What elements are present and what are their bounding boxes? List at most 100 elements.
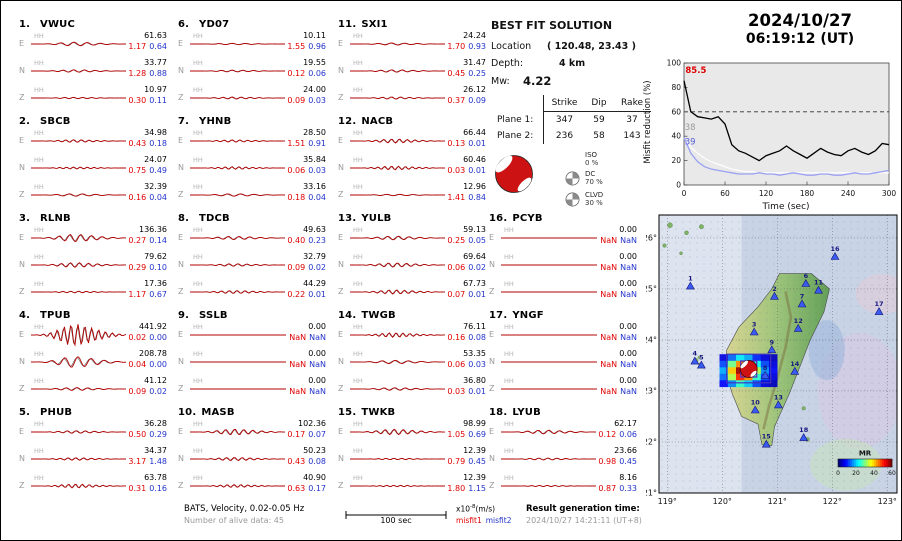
misfit-values: NaN NaN [600, 387, 637, 396]
svg-text:0: 0 [836, 470, 840, 477]
misfit-values: 1.05 0.69 [447, 430, 486, 439]
channel-row-PCYB-N: N HH 0.00 NaN NaN [489, 252, 639, 278]
svg-text:20: 20 [852, 470, 860, 477]
amplitude-value: 17.36 [144, 279, 167, 288]
scalebar-label: 100 sec [380, 516, 412, 525]
svg-text:100: 100 [667, 59, 682, 68]
waveform-trace [190, 289, 286, 294]
misfit-values: 3.17 1.48 [128, 457, 167, 466]
channel-row-NACB-E: E HH 66.44 0.13 0.01 [338, 128, 488, 154]
misfit-values: 0.03 0.01 [447, 166, 486, 175]
station-block-SBCB: 2. SBCB E HH 34.98 0.43 0.18 N HH 24.07 0.… [19, 116, 169, 210]
best-fit-panel: BEST FIT SOLUTION Location ( 120.48, 23.… [491, 17, 663, 222]
waveform-trace [190, 69, 285, 73]
component-label: Z [489, 481, 495, 490]
station-title: 8. TDCB [178, 213, 230, 224]
amplitude-value: 69.64 [463, 252, 486, 261]
dc-label: DC [585, 170, 596, 178]
amplitude-value: 0.00 [308, 322, 326, 331]
plane2-label: Plane 2: [497, 131, 534, 141]
svg-text:120: 120 [759, 189, 774, 198]
depth-label: Depth: [491, 58, 524, 69]
event-datetime: 2024/10/27 06:19:12 (UT) [701, 11, 899, 47]
misfit-values: 0.50 0.29 [128, 430, 167, 439]
component-label: E [178, 39, 184, 48]
location-value: ( 120.48, 23.43 ) [547, 41, 636, 52]
svg-text:1: 1 [688, 275, 693, 283]
misfit-values: 1.70 0.93 [447, 42, 486, 51]
channel-code: HH [504, 420, 514, 428]
svg-text:25°: 25° [646, 284, 657, 293]
channel-row-LYUB-E: E HH 62.17 0.12 0.06 [489, 419, 639, 445]
channel-code: HH [353, 474, 363, 482]
component-label: N [178, 357, 184, 366]
misfit-values: 1.17 0.67 [128, 290, 167, 299]
channel-code: HH [353, 183, 363, 191]
amplitude-value: 44.29 [303, 279, 326, 288]
channel-row-SBCB-Z: Z HH 32.39 0.16 0.04 [19, 182, 169, 208]
station-block-TWGB: 14. TWGB E HH 76.11 0.16 0.08 N HH 53.35 0… [338, 310, 488, 404]
misfit-values: 0.22 0.01 [287, 290, 326, 299]
misfit-values: 0.37 0.09 [447, 96, 486, 105]
amplitude-value: 66.44 [463, 128, 486, 137]
channel-row-RLNB-Z: Z HH 17.36 1.17 0.67 [19, 279, 169, 305]
channel-row-SSLB-N: N HH 0.00 NaN NaN [178, 349, 328, 375]
amplitude-value: 63.78 [144, 473, 167, 482]
svg-text:123°: 123° [878, 497, 897, 506]
amplitude-value: 12.39 [463, 446, 486, 455]
station-title: 7. YHNB [178, 116, 232, 127]
svg-text:0: 0 [682, 189, 687, 198]
waveform-trace [350, 42, 445, 46]
station-block-PHUB: 5. PHUB E HH 36.28 0.50 0.29 N HH 34.37 3.… [19, 407, 169, 501]
station-marker-3 [749, 327, 759, 336]
svg-text:6: 6 [804, 272, 809, 280]
amplitude-value: 19.55 [303, 58, 326, 67]
misfit-values: 1.80 1.15 [447, 484, 486, 493]
station-marker-6 [801, 278, 811, 287]
misfit-values: 0.79 0.45 [447, 457, 486, 466]
channel-code: HH [353, 59, 363, 67]
component-label: N [178, 260, 184, 269]
channel-code: HH [34, 32, 44, 40]
waveform-trace [350, 332, 446, 338]
component-label: Z [19, 190, 25, 199]
dc-beachball-icon [565, 171, 580, 185]
component-label: Z [338, 384, 344, 393]
waveform-trace [350, 96, 445, 100]
component-label: N [19, 66, 25, 75]
channel-row-TDCB-N: N HH 32.79 0.09 0.02 [178, 252, 328, 278]
waveform-trace [350, 484, 445, 488]
channel-code: HH [193, 86, 203, 94]
component-label: N [178, 454, 184, 463]
channel-code: HH [504, 323, 514, 331]
waveform-trace [190, 193, 285, 197]
station-title: 9. SSLB [178, 310, 228, 321]
misfit-values: 0.06 0.03 [447, 360, 486, 369]
channel-row-VWUC-E: E HH 61.63 1.17 0.64 [19, 31, 169, 57]
channel-code: HH [504, 474, 514, 482]
amplitude-value: 12.39 [463, 473, 486, 482]
station-title: 3. RLNB [19, 213, 71, 224]
waveform-trace [31, 193, 126, 197]
station-title: 4. TPUB [19, 310, 71, 321]
svg-text:39: 39 [685, 138, 696, 148]
component-label: Z [489, 287, 495, 296]
component-label: E [338, 427, 344, 436]
channel-code: HH [193, 59, 203, 67]
svg-text:18: 18 [799, 426, 809, 434]
channel-code: HH [193, 129, 203, 137]
station-title: 10. MASB [178, 407, 235, 418]
plane1-strike: 347 [543, 112, 585, 128]
component-label: N [489, 260, 495, 269]
misfit-values: 1.55 0.96 [287, 42, 326, 51]
channel-code: HH [193, 420, 203, 428]
amplitude-value: 10.97 [144, 85, 167, 94]
waveform-trace [190, 96, 285, 100]
amplitude-value: 50.23 [303, 446, 326, 455]
misfit-values: 0.13 0.01 [447, 139, 486, 148]
amplitude-value: 441.92 [139, 322, 167, 331]
channel-row-YULB-E: E HH 59.13 0.25 0.05 [338, 225, 488, 251]
channel-code: HH [353, 447, 363, 455]
waveform-trace [31, 290, 126, 294]
misfit-values: 0.30 0.11 [128, 96, 167, 105]
